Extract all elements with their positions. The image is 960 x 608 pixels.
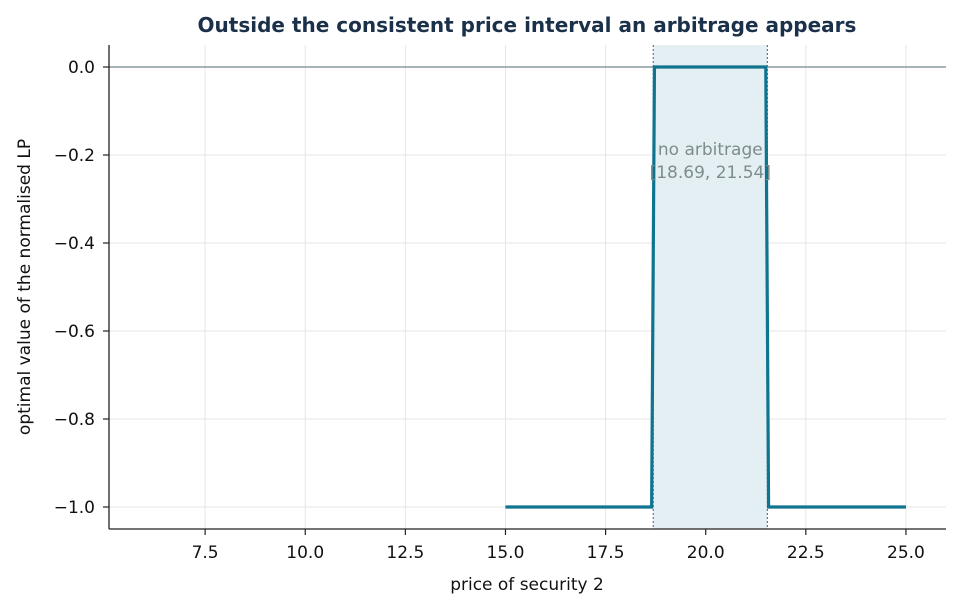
y-tick-label-4: −0.8: [54, 410, 95, 430]
y-axis-label: optimal value of the normalised LP: [15, 139, 35, 435]
x-tick-label-3: 15.0: [487, 543, 525, 563]
no-arbitrage-band: [652, 45, 768, 529]
x-tick-label-5: 20.0: [687, 543, 725, 563]
x-tick-label-7: 25.0: [887, 543, 925, 563]
x-tick-label-0: 7.5: [192, 543, 219, 563]
chart-title: Outside the consistent price interval an…: [198, 13, 857, 37]
x-ticks: 7.5 10.0 12.5 15.0 17.5 20.0 22.5 25.0: [192, 529, 925, 563]
x-tick-label-4: 17.5: [587, 543, 625, 563]
x-tick-label-6: 22.5: [787, 543, 825, 563]
y-tick-label-0: 0.0: [68, 58, 95, 78]
x-axis-label: price of security 2: [450, 575, 604, 595]
y-tick-label-1: −0.2: [54, 146, 95, 166]
y-ticks: 0.0 −0.2 −0.4 −0.6 −0.8 −1.0: [54, 58, 109, 518]
band-annotation: no arbitrage [18.69, 21.54]: [650, 140, 771, 183]
series-line-0: [505, 65, 906, 509]
x-tick-label-2: 12.5: [386, 543, 424, 563]
series-layer: [505, 65, 906, 509]
y-tick-label-2: −0.4: [54, 234, 95, 254]
band-fill: [653, 45, 768, 529]
y-tick-label-5: −1.0: [54, 498, 95, 518]
axes: [108, 45, 946, 530]
band-label-line-1: [18.69, 21.54]: [650, 163, 771, 183]
band-label-line-0: no arbitrage: [658, 140, 763, 160]
x-tick-label-1: 10.0: [286, 543, 324, 563]
grid: [109, 45, 946, 529]
y-tick-label-3: −0.6: [54, 322, 95, 342]
